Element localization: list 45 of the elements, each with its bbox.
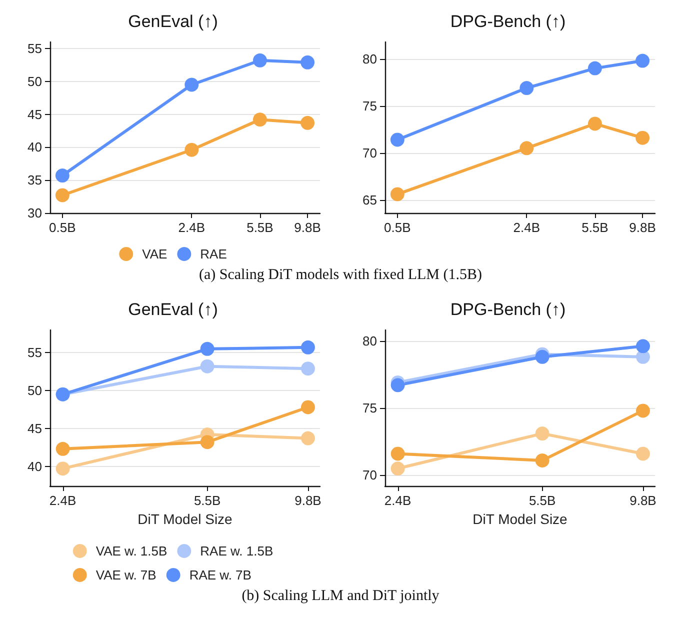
x-tick-label: 9.8B — [294, 220, 321, 235]
y-tick-label: 70 — [362, 468, 377, 483]
y-tick-label: 30 — [28, 206, 42, 220]
legend-label: RAE w. 7B — [189, 568, 252, 582]
x-tick-label: 5.5B — [528, 493, 556, 508]
y-tick-label: 80 — [362, 333, 377, 348]
legend-label: RAE — [200, 246, 228, 262]
y-tick-label: 35 — [28, 172, 42, 188]
y-tick-label: 45 — [28, 420, 42, 436]
x-tick-label: 0.5B — [384, 220, 411, 235]
y-tick-label: 55 — [28, 41, 42, 56]
chart-title: DPG-Bench (↑) — [450, 300, 566, 319]
y-tick-label: 50 — [28, 383, 42, 398]
text: (a) Scaling DiT models with fixed LLM (1.5B) — [198, 267, 483, 284]
y-tick-label: 55 — [28, 345, 42, 360]
y-tick-label: 50 — [28, 74, 42, 89]
x-tick-label: 5.5B — [246, 220, 274, 235]
y-tick-label: 40 — [28, 140, 42, 155]
x-tick-label: 0.5B — [49, 220, 76, 235]
y-tick-label: 80 — [362, 51, 377, 66]
x-tick-label: 2.4B — [178, 220, 206, 235]
x-axis-title: DiT Model Size — [472, 511, 568, 527]
legend-label: RAE w. 1.5B — [200, 544, 274, 558]
y-tick-label: 75 — [362, 400, 377, 416]
x-tick-label: 2.4B — [49, 493, 76, 508]
x-tick-label: 2.4B — [384, 493, 412, 508]
x-tick-label: 5.5B — [582, 220, 608, 235]
x-tick-label: 9.8B — [629, 220, 656, 235]
x-tick-label: 2.4B — [513, 220, 540, 235]
chart-title: GenEval (↑) — [128, 300, 218, 319]
legend-label: VAE — [142, 246, 168, 262]
x-tick-label: 5.5B — [194, 493, 221, 508]
chart-title: GenEval (↑) — [128, 12, 218, 31]
legend-label: VAE w. 1.5B — [96, 544, 168, 558]
chart-title: DPG-Bench (↑) — [450, 12, 566, 31]
x-tick-label: 9.8B — [294, 493, 322, 508]
y-tick-label: 75 — [362, 98, 377, 114]
legend-label: VAE w. 7B — [96, 568, 156, 582]
y-tick-label: 70 — [362, 145, 377, 160]
y-tick-label: 40 — [28, 458, 42, 474]
text: (b) Scaling LLM and DiT jointly — [240, 588, 440, 605]
x-axis-title: DiT Model Size — [138, 511, 233, 527]
y-tick-label: 65 — [362, 192, 377, 208]
y-tick-label: 45 — [28, 106, 42, 122]
x-tick-label: 9.8B — [630, 493, 656, 508]
